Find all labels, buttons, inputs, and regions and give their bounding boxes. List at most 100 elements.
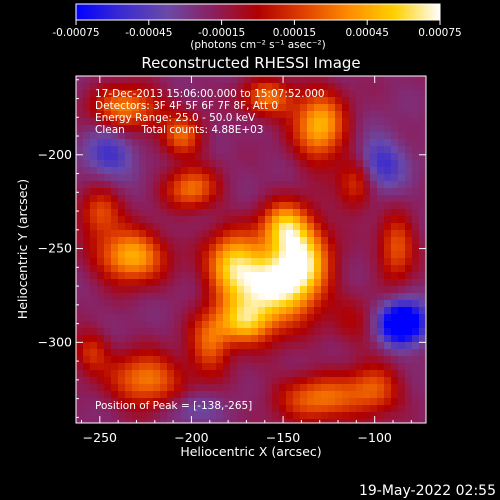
- heatmap-cell: [300, 209, 308, 217]
- heatmap-cell: [370, 97, 378, 105]
- heatmap-cell: [363, 300, 371, 308]
- heatmap-cell: [97, 321, 105, 329]
- heatmap-cell: [342, 244, 350, 252]
- heatmap-cell: [209, 146, 217, 154]
- heatmap-cell: [412, 265, 420, 273]
- heatmap-cell: [384, 307, 392, 315]
- heatmap-cell: [202, 335, 210, 343]
- heatmap-cell: [90, 90, 98, 98]
- heatmap-cell: [398, 195, 406, 203]
- heatmap-cell: [349, 321, 357, 329]
- heatmap-cell: [104, 188, 112, 196]
- heatmap-cell: [307, 412, 315, 420]
- heatmap-cell: [307, 174, 315, 182]
- heatmap-cell: [90, 286, 98, 294]
- heatmap-cell: [279, 125, 287, 133]
- heatmap-cell: [286, 384, 294, 392]
- heatmap-cell: [104, 216, 112, 224]
- heatmap-cell: [237, 265, 245, 273]
- heatmap-cell: [349, 223, 357, 231]
- heatmap-cell: [244, 223, 252, 231]
- heatmap-cell: [356, 412, 364, 420]
- heatmap-cell: [223, 160, 231, 168]
- heatmap-cell: [83, 104, 91, 112]
- x-tick-label: −200: [174, 430, 208, 445]
- heatmap-cell: [293, 419, 301, 423]
- heatmap-cell: [160, 146, 168, 154]
- heatmap-cell: [174, 363, 182, 371]
- heatmap-cell: [139, 90, 147, 98]
- heatmap-cell: [132, 356, 140, 364]
- heatmap-cell: [377, 118, 385, 126]
- heatmap-cell: [356, 384, 364, 392]
- heatmap-cell: [321, 258, 329, 266]
- heatmap-cell: [153, 216, 161, 224]
- heatmap-cell: [195, 216, 203, 224]
- heatmap-cell: [139, 321, 147, 329]
- heatmap-cell: [307, 279, 315, 287]
- heatmap-cell: [174, 286, 182, 294]
- heatmap-cell: [342, 286, 350, 294]
- heatmap-cell: [370, 370, 378, 378]
- heatmap-cell: [265, 356, 273, 364]
- heatmap-cell: [209, 335, 217, 343]
- heatmap-cell: [244, 76, 252, 84]
- heatmap-cell: [139, 223, 147, 231]
- heatmap-cell: [125, 139, 133, 147]
- heatmap-cell: [153, 377, 161, 385]
- heatmap-cell: [356, 314, 364, 322]
- heatmap-cell: [195, 111, 203, 119]
- heatmap-cell: [216, 195, 224, 203]
- y-tick-label: −200: [38, 147, 72, 162]
- heatmap-cell: [356, 258, 364, 266]
- heatmap-cell: [258, 419, 266, 423]
- heatmap-cell: [97, 342, 105, 350]
- heatmap-cell: [230, 132, 238, 140]
- heatmap-cell: [132, 90, 140, 98]
- heatmap-cell: [76, 384, 84, 392]
- heatmap-cell: [167, 363, 175, 371]
- heatmap-cell: [125, 412, 133, 420]
- heatmap-cell: [391, 398, 399, 406]
- heatmap-cell: [216, 377, 224, 385]
- heatmap-cell: [244, 321, 252, 329]
- heatmap-cell: [244, 132, 252, 140]
- heatmap-cell: [160, 174, 168, 182]
- heatmap-cell: [237, 356, 245, 364]
- heatmap-cell: [223, 153, 231, 161]
- heatmap-cell: [328, 349, 336, 357]
- heatmap-cell: [370, 377, 378, 385]
- heatmap-cell: [118, 342, 126, 350]
- heatmap-cell: [209, 307, 217, 315]
- heatmap-cell: [356, 286, 364, 294]
- heatmap-cell: [384, 160, 392, 168]
- heatmap-cell: [279, 384, 287, 392]
- heatmap-cell: [356, 307, 364, 315]
- heatmap-cell: [307, 209, 315, 217]
- heatmap-cell: [244, 160, 252, 168]
- heatmap-cell: [174, 349, 182, 357]
- heatmap-cell: [139, 363, 147, 371]
- heatmap-cell: [419, 377, 426, 385]
- heatmap-cell: [188, 286, 196, 294]
- heatmap-cell: [195, 300, 203, 308]
- heatmap-cell: [195, 328, 203, 336]
- heatmap-cell: [118, 195, 126, 203]
- heatmap-cell: [83, 272, 91, 280]
- heatmap-cell: [384, 293, 392, 301]
- heatmap-cell: [76, 174, 84, 182]
- heatmap-cell: [398, 216, 406, 224]
- heatmap-cell: [377, 384, 385, 392]
- heatmap-cell: [209, 202, 217, 210]
- heatmap-cell: [146, 237, 154, 245]
- heatmap-cell: [384, 363, 392, 371]
- heatmap-cell: [286, 111, 294, 119]
- heatmap-cell: [111, 335, 119, 343]
- heatmap-cell: [83, 321, 91, 329]
- heatmap-cell: [363, 356, 371, 364]
- heatmap-cell: [230, 384, 238, 392]
- heatmap-cell: [335, 76, 343, 84]
- heatmap-cell: [230, 97, 238, 105]
- heatmap-cell: [216, 76, 224, 84]
- heatmap-cell: [258, 83, 266, 91]
